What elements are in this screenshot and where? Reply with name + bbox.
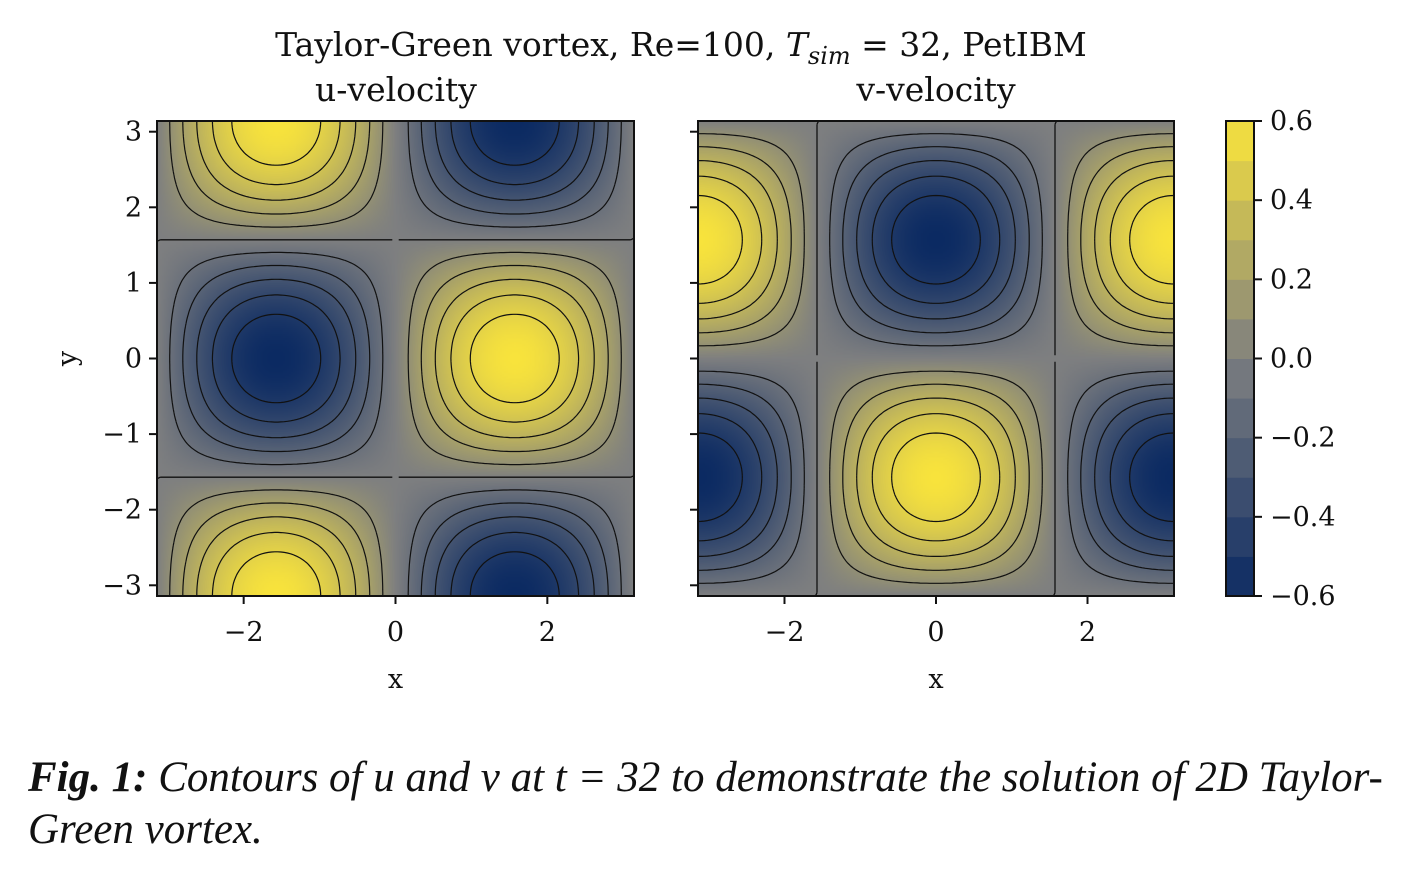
contour-line-pos-1	[169, 121, 622, 596]
colorbar-tick-label: −0.6	[1270, 581, 1336, 612]
v-velocity-field	[698, 121, 1174, 596]
y-tick-label: −3	[102, 570, 142, 601]
colorbar-tick-label: −0.4	[1270, 502, 1336, 533]
colorbar-band	[1226, 358, 1254, 399]
x-tick-label: 2	[539, 617, 556, 648]
contour-line-pos-3	[196, 121, 595, 596]
contour-line-pos-2	[698, 146, 1174, 571]
colorbar-tick-label: 0.4	[1270, 185, 1313, 216]
contour-line-pos-3	[698, 160, 1174, 557]
contour-line-pos-5	[697, 194, 1175, 523]
contour-line-neg-2	[698, 146, 1174, 571]
y-tick-label: 0	[125, 344, 142, 375]
v-velocity-panel: −2 0 2 x	[690, 120, 1175, 695]
v-axes: −2 0 2 x	[690, 130, 1096, 695]
colorbar-band	[1226, 437, 1254, 478]
y-tick-label: −2	[102, 495, 142, 526]
contour-line-neg-4	[698, 175, 1174, 542]
contour-line-neg-5	[697, 194, 1175, 523]
colorbar-band	[1226, 318, 1254, 359]
contour-line-neg-4	[211, 120, 580, 597]
contour-line-neg-1	[698, 133, 1174, 584]
figure-caption: Fig. 1: Contours of u and v at t = 32 to…	[28, 752, 1398, 856]
x-axis-label: x	[388, 664, 403, 695]
contour-line-pos-4	[698, 175, 1174, 542]
colorbar-band	[1226, 121, 1254, 162]
colorbar-band	[1226, 200, 1254, 241]
contour-line-neg-1	[169, 121, 622, 596]
caption-lead: Fig. 1:	[28, 754, 148, 801]
y-axis-label: y	[52, 350, 83, 367]
panel-title-u: u-velocity	[315, 70, 477, 109]
x-tick-label: −2	[765, 617, 805, 648]
figure: Taylor-Green vortex, Re=100, Tsim = 32, …	[52, 25, 1336, 695]
panel-title-v: v-velocity	[855, 70, 1016, 109]
y-tick-label: −1	[102, 419, 142, 450]
u-velocity-contours	[156, 120, 635, 597]
u-velocity-panel: −2 0 2 −3 −2 −1 0 1 2 3 x y	[52, 117, 635, 695]
contour-line-neg-3	[698, 160, 1174, 557]
colorbar-band	[1226, 398, 1254, 439]
x-tick-label: 0	[927, 617, 944, 648]
colorbar-band	[1226, 279, 1254, 320]
colorbar-band	[1226, 516, 1254, 557]
colorbar-band	[1226, 239, 1254, 280]
y-tick-label: 1	[125, 268, 142, 299]
contour-line-pos-5	[231, 120, 560, 597]
colorbar: 0.6 0.4 0.2 0.0 −0.2 −0.4 −0.6	[1225, 106, 1336, 612]
x-tick-label: 2	[1079, 617, 1096, 648]
contour-line-pos-1	[698, 133, 1174, 584]
contour-line-neg-2	[182, 121, 609, 596]
contour-line-neg-5	[231, 120, 560, 597]
colorbar-tick-label: −0.2	[1270, 423, 1336, 454]
y-tick-label: 3	[125, 117, 142, 148]
u-velocity-field	[157, 121, 634, 596]
y-tick-label: 2	[125, 192, 142, 223]
x-tick-label: 0	[387, 617, 404, 648]
colorbar-tick-label: 0.0	[1270, 344, 1313, 375]
contour-line-neg-3	[196, 121, 595, 596]
contour-line-pos-2	[182, 121, 609, 596]
colorbar-band	[1226, 160, 1254, 201]
colorbar-tick-label: 0.2	[1270, 264, 1313, 295]
x-axis-label: x	[928, 664, 943, 695]
figure-suptitle: Taylor-Green vortex, Re=100, Tsim = 32, …	[275, 25, 1087, 70]
colorbar-tick-label: 0.6	[1270, 106, 1313, 137]
caption-text: Contours of u and v at t = 32 to demonst…	[28, 754, 1383, 853]
colorbar-band	[1226, 477, 1254, 518]
colorbar-band	[1226, 556, 1254, 597]
contour-line-pos-4	[211, 120, 580, 597]
u-axes: −2 0 2 −3 −2 −1 0 1 2 3 x y	[52, 117, 556, 695]
x-tick-label: −2	[224, 617, 264, 648]
